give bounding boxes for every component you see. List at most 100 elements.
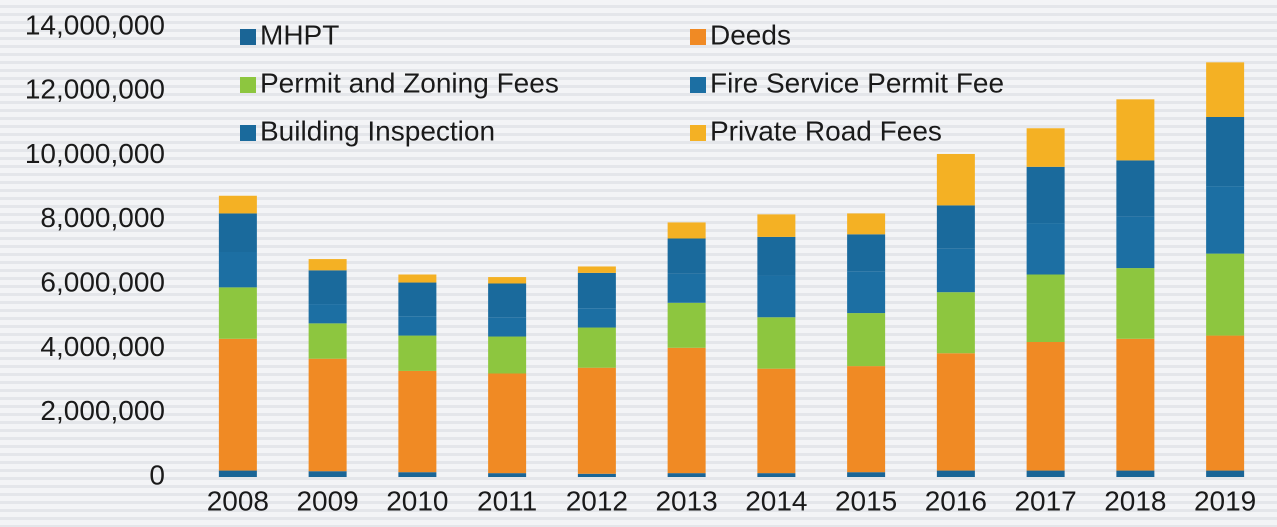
bar-segment — [667, 238, 706, 274]
bar-segment — [1206, 62, 1245, 117]
bar-segment — [1116, 99, 1155, 161]
bar-segment — [398, 274, 437, 283]
bar-segment — [667, 302, 706, 348]
bar-segment — [1116, 268, 1155, 339]
bar-segment — [936, 353, 975, 471]
bar-segment — [757, 317, 796, 369]
bar-segment — [488, 317, 527, 337]
bar-segment — [1116, 216, 1155, 269]
x-tick-label: 2019 — [1194, 485, 1256, 516]
bar-segment — [218, 195, 257, 214]
bar-segment — [218, 338, 257, 471]
bar-segment — [847, 213, 886, 235]
bar-segment — [398, 316, 437, 336]
bar-segment — [936, 153, 975, 206]
bar-segment — [398, 370, 437, 473]
bar-segment — [488, 473, 527, 477]
y-tick-label: 10,000,000 — [25, 138, 165, 169]
y-tick-label: 0 — [149, 459, 165, 490]
bar-segment — [757, 275, 796, 318]
bar-segment — [1116, 160, 1155, 217]
bar-segment — [1206, 186, 1245, 254]
legend-swatch — [690, 77, 706, 93]
bar-segment — [218, 252, 257, 288]
bar-segment — [577, 473, 616, 477]
bar-segment — [757, 473, 796, 477]
legend-swatch — [690, 29, 706, 45]
bar-segment — [847, 366, 886, 473]
x-tick-label: 2012 — [566, 485, 628, 516]
bar-segment — [936, 470, 975, 477]
x-tick-label: 2018 — [1104, 485, 1166, 516]
y-tick-label: 14,000,000 — [25, 9, 165, 40]
bar-segment — [1026, 223, 1065, 275]
bar-segment — [1026, 470, 1065, 477]
bar-segment — [218, 287, 257, 339]
bar-segment — [1206, 335, 1245, 471]
bar-segment — [488, 336, 527, 374]
bar-segment — [757, 236, 796, 276]
x-tick-label: 2015 — [835, 485, 897, 516]
x-tick-label: 2011 — [477, 485, 537, 516]
bar-segment — [577, 308, 616, 328]
legend-label: Private Road Fees — [710, 115, 942, 146]
legend-label: Fire Service Permit Fee — [710, 67, 1004, 98]
y-tick-label: 8,000,000 — [40, 202, 165, 233]
x-tick-label: 2017 — [1014, 485, 1076, 516]
bar-segment — [1026, 166, 1065, 224]
bar-segment — [936, 292, 975, 354]
y-tick-label: 2,000,000 — [40, 395, 165, 426]
bar-segment — [1116, 470, 1155, 477]
bar-segment — [936, 248, 975, 293]
bar-segment — [308, 323, 347, 359]
bar-segment — [488, 277, 527, 284]
x-tick-label: 2016 — [925, 485, 987, 516]
bar-segment — [1206, 470, 1245, 477]
x-tick-label: 2010 — [386, 485, 448, 516]
bar-segment — [1206, 253, 1245, 336]
bar-segment — [308, 304, 347, 324]
x-tick-label: 2013 — [655, 485, 717, 516]
bar-segment — [218, 213, 257, 252]
legend-swatch — [240, 77, 256, 93]
bar-segment — [398, 472, 437, 477]
bar-segment — [847, 271, 886, 314]
bar-segment — [847, 313, 886, 367]
bar-segment — [1026, 274, 1065, 342]
legend-swatch — [240, 125, 256, 141]
bar-segment — [577, 367, 616, 474]
bar-segment — [308, 259, 347, 271]
y-tick-label: 4,000,000 — [40, 331, 165, 362]
bar-segment — [488, 283, 527, 318]
bar-segment — [936, 205, 975, 249]
bar-segment — [488, 373, 527, 474]
bar-segment — [1206, 117, 1245, 187]
legend-label: Deeds — [710, 19, 791, 50]
bar-segment — [667, 473, 706, 477]
legend-label: Building Inspection — [260, 115, 495, 146]
bar-segment — [398, 335, 437, 371]
bar-segment — [667, 347, 706, 474]
bar-segment — [757, 214, 796, 237]
x-tick-label: 2014 — [745, 485, 807, 516]
x-tick-label: 2009 — [296, 485, 358, 516]
legend-label: MHPT — [260, 19, 339, 50]
bar-segment — [1116, 338, 1155, 471]
bar-segment — [577, 327, 616, 368]
y-tick-label: 12,000,000 — [25, 74, 165, 105]
y-tick-label: 6,000,000 — [40, 267, 165, 298]
bar-segment — [847, 472, 886, 477]
bar-segment — [308, 358, 347, 472]
legend-swatch — [240, 29, 256, 45]
legend-label: Permit and Zoning Fees — [260, 67, 559, 98]
bar-segment — [1026, 342, 1065, 471]
bar-segment — [398, 282, 437, 317]
bar-segment — [1026, 128, 1065, 167]
bar-segment — [218, 470, 257, 477]
bar-segment — [308, 270, 347, 305]
bar-segment — [308, 471, 347, 477]
bar-segment — [577, 266, 616, 273]
bar-segment — [847, 234, 886, 272]
legend-swatch — [690, 125, 706, 141]
